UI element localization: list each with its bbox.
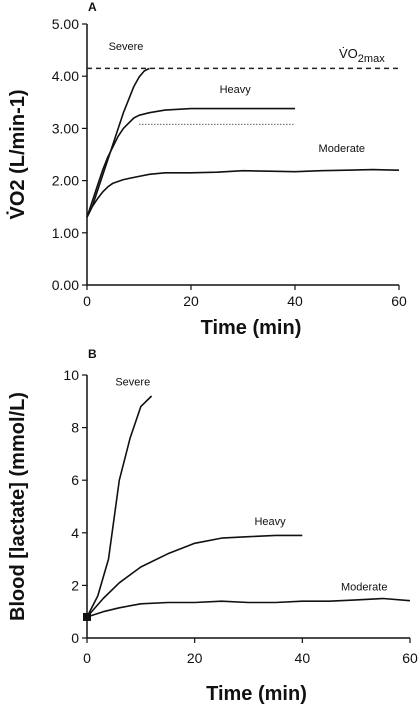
y-tick-label: 6 <box>71 472 79 488</box>
y-tick-label: 4 <box>71 525 79 541</box>
x-tick-label: 20 <box>187 650 203 666</box>
annotation-heavy: Heavy <box>220 84 252 96</box>
x-tick-label: 40 <box>295 650 311 666</box>
annotation-heavy: Heavy <box>254 516 286 528</box>
y-tick-label: 0 <box>71 630 79 646</box>
y-tick-label: 5.00 <box>52 16 79 32</box>
y-tick-label: 2 <box>71 577 79 593</box>
x-tick-label: 40 <box>287 293 303 309</box>
annotation-severe: Severe <box>109 41 144 53</box>
series-line-moderate <box>86 168 400 218</box>
y-tick-label: 3.00 <box>52 120 79 136</box>
annotation-moderate: Moderate <box>319 143 365 155</box>
x-tick-label: 60 <box>402 650 418 666</box>
chart-panel-a: A 0.00 1.00 2.00 3.00 4.00 5.00 0 20 40 60 Time (mi… <box>5 0 407 339</box>
x-axis-label: Time (min) <box>206 683 307 705</box>
y-tick-label: 8 <box>71 420 79 436</box>
y-tick-label: 1.00 <box>52 225 79 241</box>
annotation-moderate: Moderate <box>341 582 387 594</box>
panel-label: A <box>88 0 97 14</box>
series-line-severe <box>86 67 150 218</box>
vo2max-label: V̇O2max <box>339 46 385 65</box>
series-line-moderate <box>86 597 411 618</box>
start-marker <box>83 612 91 621</box>
series-line-severe <box>86 395 153 618</box>
x-tick-label: 0 <box>83 293 91 309</box>
series-line-heavy <box>86 534 303 618</box>
annotation-severe: Severe <box>115 377 150 389</box>
y-axis-label: Blood [lactate] (mmol/L) <box>7 392 29 621</box>
x-tick-label: 20 <box>183 293 199 309</box>
series-line-heavy <box>86 107 295 218</box>
chart-panel-b: B 0 2 4 6 8 10 0 20 40 60 Time (min) Blood [lactate]… <box>7 347 418 705</box>
x-tick-label: 60 <box>391 293 407 309</box>
y-tick-label: 4.00 <box>52 68 79 84</box>
x-tick-label: 0 <box>83 650 91 666</box>
x-axis-label: Time (min) <box>201 317 302 339</box>
y-axis-label: V̇O2 (L/min-1) <box>5 89 29 219</box>
y-tick-label: 10 <box>63 367 79 383</box>
y-tick-label: 0.00 <box>52 277 79 293</box>
panel-label: B <box>88 347 97 361</box>
y-tick-label: 2.00 <box>52 173 79 189</box>
